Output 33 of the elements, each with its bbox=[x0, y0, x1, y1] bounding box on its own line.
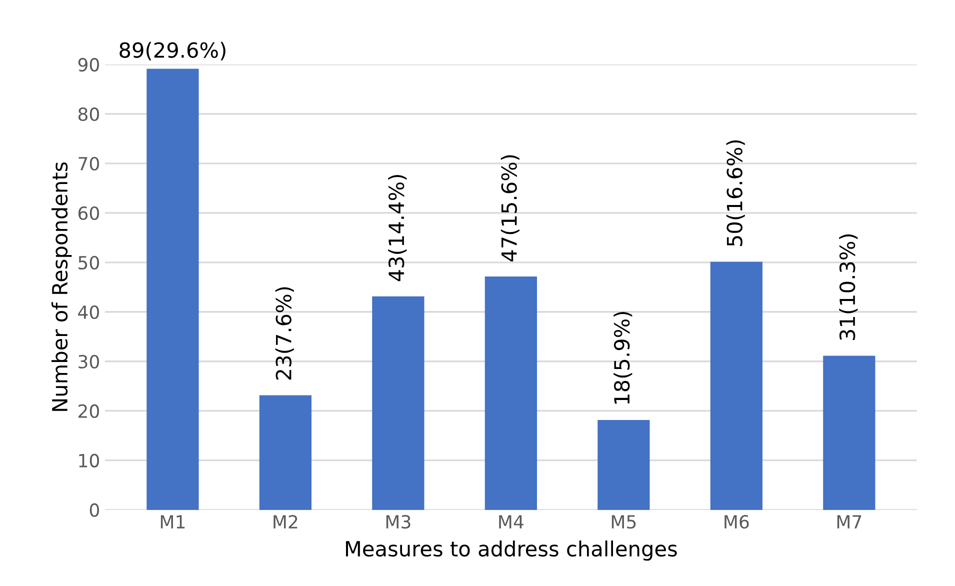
bar bbox=[710, 262, 762, 510]
x-axis-title: Measures to address challenges bbox=[346, 540, 677, 561]
y-tick-label: 20 bbox=[78, 404, 99, 418]
x-tick-label: M3 bbox=[386, 515, 410, 529]
bar bbox=[146, 68, 199, 510]
data-label: 31(10.3%) bbox=[839, 234, 858, 340]
y-axis-title: Number of Respondents bbox=[51, 162, 72, 411]
x-tick-label: M7 bbox=[837, 515, 862, 528]
y-tick-label: 80 bbox=[78, 107, 99, 122]
x-tick-label: M4 bbox=[499, 515, 524, 528]
bar bbox=[259, 395, 312, 510]
data-label: 47(15.6%) bbox=[500, 155, 520, 262]
bar bbox=[823, 356, 876, 510]
bar bbox=[598, 420, 650, 510]
data-label: 50(16.6%) bbox=[726, 140, 745, 246]
data-label: 89(29.6%) bbox=[120, 42, 226, 60]
x-tick-label: M2 bbox=[274, 515, 298, 528]
data-label: 23(7.6%) bbox=[275, 287, 294, 380]
x-tick-label: M5 bbox=[612, 515, 636, 529]
y-tick-label: 0 bbox=[90, 503, 99, 517]
data-label: 18(5.9%) bbox=[614, 312, 632, 404]
y-tick-label: 30 bbox=[78, 354, 99, 368]
x-tick-label: M1 bbox=[160, 515, 185, 528]
bar bbox=[372, 296, 424, 510]
y-tick-label: 60 bbox=[78, 206, 99, 220]
y-tick-label: 10 bbox=[79, 454, 99, 468]
x-tick-label: M6 bbox=[724, 515, 749, 529]
y-tick-label: 90 bbox=[78, 58, 99, 72]
y-tick-label: 50 bbox=[78, 256, 99, 270]
y-tick-label: 70 bbox=[78, 156, 99, 171]
y-tick-label: 40 bbox=[78, 305, 99, 319]
bar bbox=[484, 276, 537, 510]
data-label: 43(14.4%) bbox=[388, 175, 407, 282]
